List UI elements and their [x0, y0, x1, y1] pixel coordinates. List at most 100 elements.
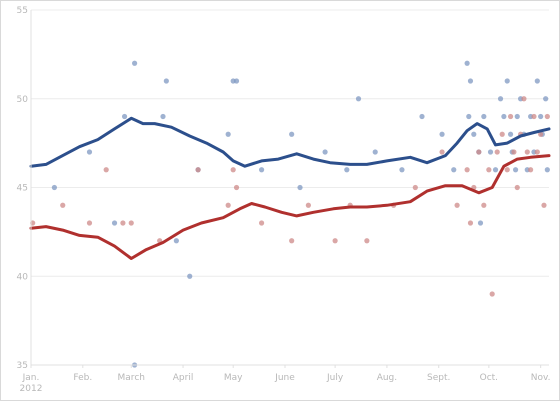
x-tick-sublabel: 2012	[20, 384, 43, 394]
blue-poll-point	[514, 113, 520, 120]
trend-lines	[29, 116, 551, 260]
blue-poll-point	[504, 78, 510, 84]
x-tick-label: Feb.	[73, 373, 92, 383]
blue-poll-point	[419, 113, 425, 120]
red-poll-point	[524, 149, 530, 155]
red-poll-point	[332, 238, 338, 244]
blue-poll-point	[322, 149, 328, 155]
x-tick-label: Aug.	[377, 373, 397, 383]
red-poll-point	[364, 238, 370, 244]
y-tick-label: 35	[17, 361, 28, 371]
blue-poll-point	[258, 167, 265, 173]
blue-poll-point	[481, 113, 487, 120]
x-tick-label: Sept.	[427, 373, 450, 383]
blue-poll-point	[497, 96, 504, 102]
x-tick-label: March	[118, 373, 145, 383]
red-poll-point	[499, 131, 505, 137]
blue-poll-point	[355, 96, 362, 102]
blue-poll-point	[173, 238, 179, 244]
red-poll-point	[494, 149, 500, 155]
red-poll-point	[230, 167, 236, 173]
y-tick-label: 50	[17, 95, 29, 105]
blue-poll-point	[507, 131, 514, 137]
grid	[31, 9, 549, 277]
blue-poll-point	[466, 113, 472, 120]
blue-poll-point	[471, 131, 477, 137]
blue-poll-point	[111, 220, 118, 226]
x-tick-label: April	[173, 373, 194, 383]
red-poll-point	[534, 149, 540, 155]
red-poll-point	[103, 167, 109, 173]
red-poll-point	[225, 202, 231, 208]
red-poll-point	[195, 167, 201, 173]
red-poll-point	[476, 149, 482, 155]
red-poll-point	[412, 184, 418, 191]
x-tick-label: Oct.	[480, 373, 498, 383]
blue-trend-line	[29, 116, 551, 168]
red-poll-point	[233, 184, 240, 191]
y-axis: 35 40 45 50 55	[17, 6, 549, 371]
blue-poll-point	[512, 167, 519, 173]
x-tick-label: June	[274, 373, 295, 383]
blue-poll-point	[344, 167, 350, 173]
y-tick-label: 45	[17, 184, 28, 194]
blue-poll-point	[225, 131, 231, 137]
red-poll-point	[86, 220, 93, 226]
x-tick-label: July	[326, 373, 344, 383]
blue-poll-point	[289, 131, 295, 137]
blue-poll-point	[372, 149, 378, 155]
blue-poll-point	[51, 184, 57, 191]
x-tick-label: Jan.	[22, 373, 40, 383]
red-poll-point	[454, 202, 460, 208]
x-tick-label: May	[224, 373, 243, 383]
red-poll-point	[538, 131, 544, 137]
blue-poll-point	[163, 78, 169, 84]
blue-poll-point	[439, 131, 445, 137]
x-axis: Jan.2012 Feb. March April May June July Aug. Sep…	[20, 365, 551, 394]
blue-poll-point	[467, 78, 474, 84]
blue-poll-point	[187, 273, 193, 279]
red-poll-point	[439, 149, 445, 155]
red-poll-point	[521, 96, 527, 102]
blue-poll-point	[121, 113, 128, 120]
red-poll-point	[289, 238, 295, 244]
red-poll-point	[514, 184, 520, 191]
red-poll-point	[60, 202, 66, 208]
y-tick-label: 55	[17, 6, 28, 16]
blue-poll-point	[501, 113, 507, 120]
blue-poll-point	[297, 184, 303, 191]
red-poll-point	[486, 167, 492, 173]
blue-poll-point	[544, 167, 550, 173]
blue-poll-point	[86, 149, 93, 155]
red-poll-point	[541, 202, 547, 208]
red-trend-line	[29, 154, 551, 260]
red-poll-point	[305, 202, 311, 208]
red-poll-point	[511, 149, 517, 155]
blue-poll-point	[543, 96, 549, 102]
red-poll-point	[467, 220, 474, 226]
blue-poll-point	[451, 167, 457, 173]
blue-poll-point	[132, 60, 138, 66]
blue-poll-point	[538, 113, 544, 120]
red-poll-point	[531, 113, 537, 120]
x-tick-label: Nov.	[531, 373, 551, 383]
blue-poll-point	[487, 149, 494, 155]
red-poll-point	[528, 167, 534, 173]
blue-poll-point	[477, 220, 484, 226]
red-poll-point	[507, 113, 514, 120]
y-tick-label: 40	[17, 272, 29, 282]
red-poll-point	[128, 220, 134, 226]
red-poll-point	[489, 291, 495, 297]
blue-poll-point	[534, 78, 540, 84]
blue-poll-point	[492, 167, 499, 173]
red-poll-point	[258, 220, 265, 226]
blue-poll-point	[160, 113, 166, 120]
blue-poll-point	[464, 60, 470, 66]
red-poll-point	[120, 220, 126, 226]
blue-poll-point	[399, 167, 405, 173]
red-poll-point	[464, 167, 470, 173]
red-poll-point	[504, 167, 510, 173]
red-poll-point	[544, 113, 550, 120]
